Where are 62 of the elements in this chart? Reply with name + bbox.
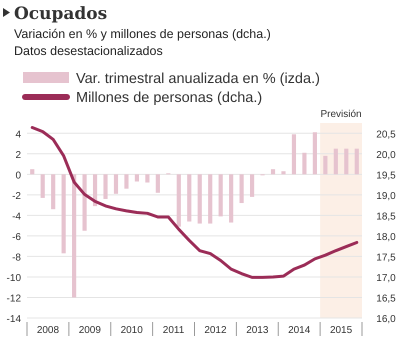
x-tick-label: 2015: [330, 325, 353, 336]
line-series: [30, 126, 358, 279]
band-label: Previsión: [320, 109, 362, 120]
bar: [312, 132, 317, 174]
bar: [72, 174, 76, 298]
y-tick-label: 4: [15, 129, 22, 140]
bar: [40, 174, 45, 198]
bar: [187, 174, 192, 222]
y2-tick-label: 16,5: [376, 293, 396, 304]
chart-subtitle: Variación en % y millones de personas (dcha.) Datos desestacionalizados: [14, 27, 271, 58]
bar: [270, 169, 276, 174]
y2-tick-label: 18,0: [376, 232, 396, 243]
x-tick-label: 2013: [246, 325, 269, 336]
y2-tick-label: 20,0: [376, 150, 396, 161]
legend-label: Var. trimestral anualizada en % (izda.): [76, 71, 320, 87]
bar: [250, 174, 254, 197]
x-tick-label: 2009: [78, 325, 102, 336]
bar: [198, 174, 202, 224]
bar: [208, 174, 212, 224]
bar: [334, 148, 338, 174]
y-tick-label: -2: [12, 190, 22, 202]
bar: [156, 174, 160, 193]
bar: [103, 174, 108, 199]
bar: [240, 174, 244, 204]
y-tick-label: -14: [6, 314, 22, 325]
x-tick-label: 2012: [204, 325, 227, 336]
bar: [218, 174, 223, 216]
y-tick-label: 0: [15, 170, 22, 182]
y2-tick-label: 17,0: [376, 272, 396, 284]
y2-tick-label: 19,0: [376, 190, 396, 202]
bar: [176, 174, 181, 227]
y-tick-label: -6: [12, 232, 22, 243]
y2-tick-label: 17,5: [376, 252, 396, 264]
bar: [302, 152, 307, 174]
bar: [229, 174, 234, 223]
x-tick-label: 2011: [162, 325, 185, 336]
bar: [354, 148, 359, 174]
y-tick-label: -12: [6, 293, 22, 304]
bar: [323, 156, 328, 174]
bar: [62, 174, 66, 254]
y-tick-label: -8: [12, 252, 22, 264]
bar: [30, 169, 34, 174]
bar: [292, 134, 296, 174]
chart-title: Ocupados: [14, 4, 108, 24]
bar: [281, 171, 286, 174]
y2-tick-label: 18,5: [376, 211, 396, 222]
y-tick-label: -4: [12, 211, 22, 222]
y-tick-label: 2: [15, 150, 22, 161]
bar: [344, 148, 348, 174]
legend-label: Millones de personas (dcha.): [76, 90, 262, 106]
bar: [124, 174, 129, 189]
bar: [114, 174, 118, 194]
x-tick-label: 2010: [120, 325, 144, 336]
y2-tick-label: 16,0: [376, 314, 396, 325]
bar: [145, 174, 150, 183]
x-tick-label: 2008: [36, 325, 60, 336]
y2-tick-label: 19,5: [376, 170, 396, 182]
y2-tick-label: 20,5: [376, 129, 396, 140]
x-tick-label: 2014: [288, 325, 311, 336]
bar: [134, 174, 140, 182]
bar: [51, 174, 56, 210]
y-tick-label: -10: [6, 272, 22, 284]
